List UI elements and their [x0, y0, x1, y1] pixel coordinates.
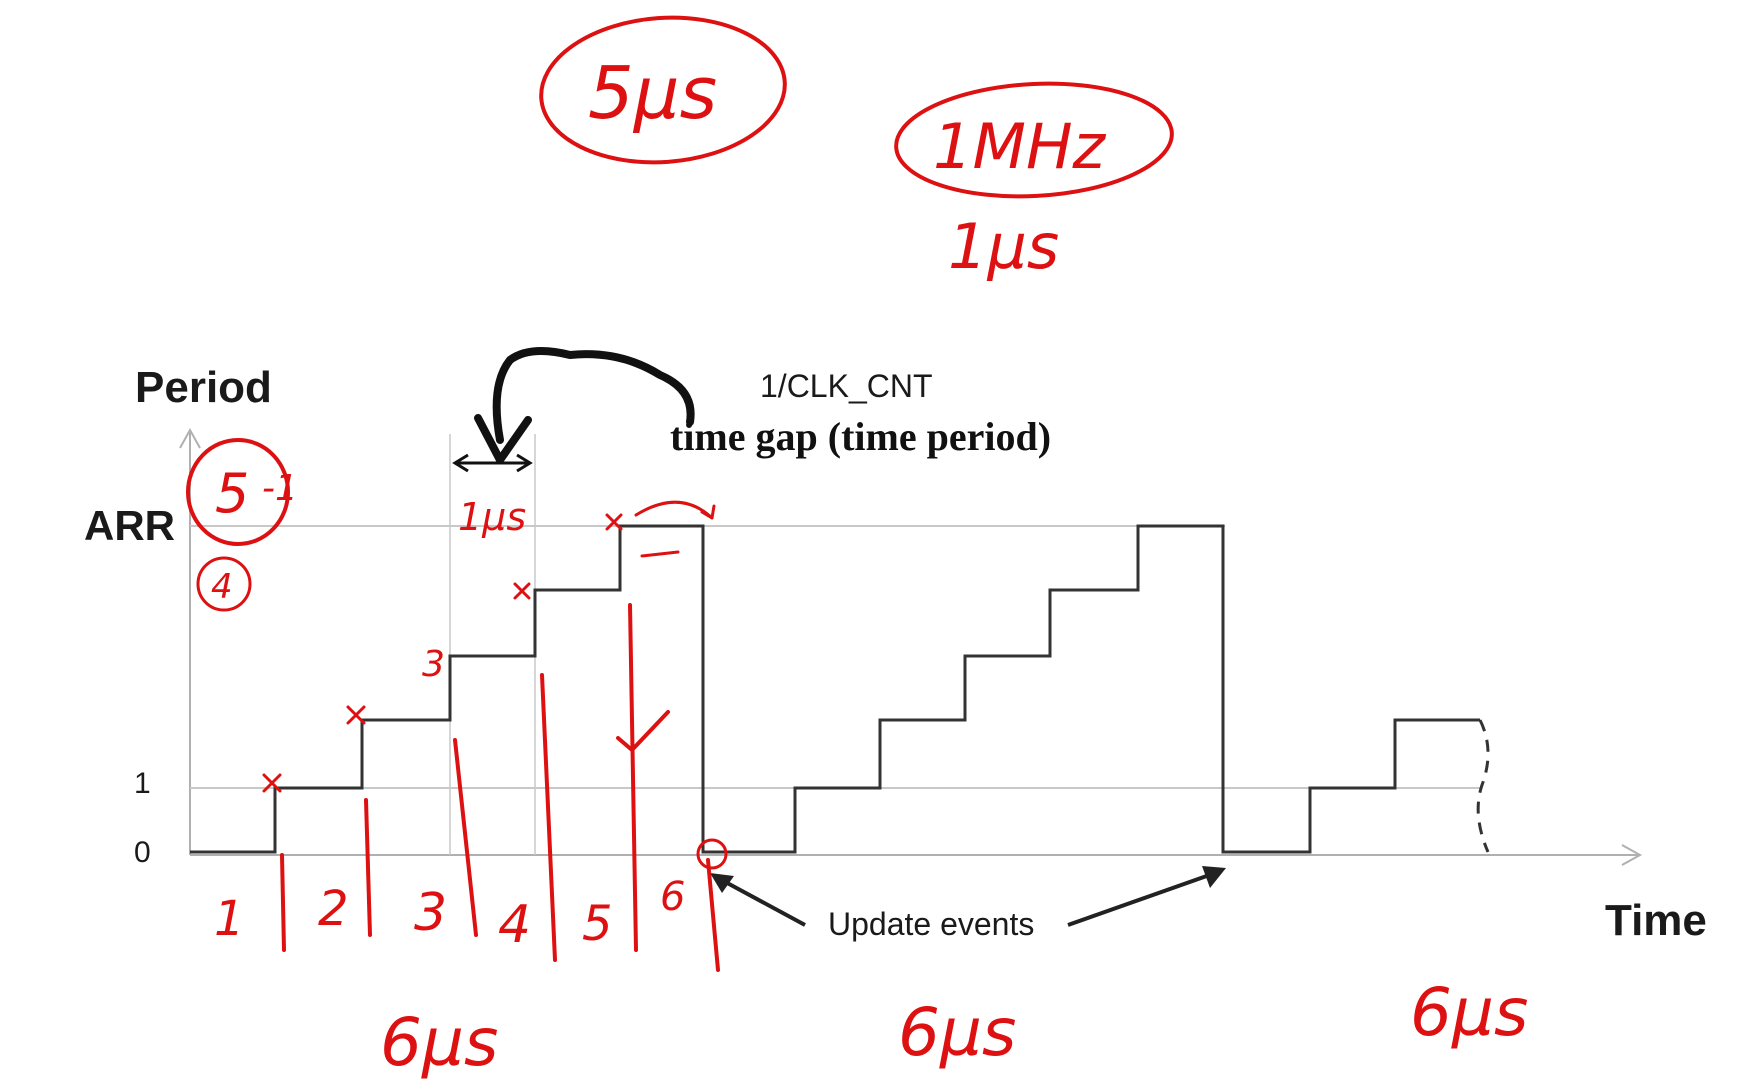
interval-number: 2 [318, 881, 349, 937]
interval-divider [453, 738, 478, 937]
period-note-3: 6µs [1410, 974, 1528, 1051]
four-circle [196, 556, 252, 612]
axes [179, 427, 1643, 866]
top-left-note: 5µs [588, 51, 717, 135]
gap-width-note: 1µs [458, 495, 526, 539]
handwritten-annotations: 5µs 1MHz 1µs 1µs 5 -1 4 3 1 2 3 4 5 6 [186, 15, 1528, 1081]
interval-number: 5 [582, 896, 613, 952]
interval-divider [706, 858, 720, 972]
curved-arrow [492, 347, 695, 444]
continuation-dash [1476, 719, 1490, 853]
x-mark [605, 513, 623, 531]
interval-divider [540, 673, 557, 962]
top-right-note: 1MHz [933, 110, 1107, 183]
check-mark [616, 710, 670, 752]
below-right-note: 1µs [948, 210, 1059, 283]
top-left-circle [539, 15, 787, 165]
x-mark [346, 705, 366, 725]
interval-number: 4 [498, 895, 531, 955]
interval-number: 3 [414, 883, 447, 943]
x-mark [262, 773, 282, 793]
grid-lines [190, 434, 1480, 855]
circled-four-note: 4 [211, 567, 233, 607]
arr-sub-note: -1 [262, 468, 298, 509]
interval-number: 6 [660, 874, 685, 920]
zero-tick-label: 0 [134, 836, 151, 869]
interval-divider [364, 798, 372, 937]
period-note-2: 6µs [898, 994, 1016, 1071]
x-axis-label: Time [1605, 896, 1707, 945]
period-note-1: 6µs [380, 1004, 498, 1081]
update-arrows [710, 866, 1226, 927]
top-right-circle [894, 81, 1174, 199]
x-mark [513, 582, 531, 600]
interval-divider [280, 853, 286, 952]
arr-value-note: 5 [215, 462, 249, 525]
arc-arrow [634, 500, 716, 520]
curved-arrow-head [474, 414, 532, 464]
dash-mark [640, 550, 680, 558]
counter-staircase [190, 524, 1480, 854]
update-events-label: Update events [828, 906, 1034, 942]
interval-divider [628, 603, 638, 952]
interval-number: 1 [214, 891, 245, 947]
clk-label: 1/CLK_CNT [760, 368, 933, 404]
y-axis-label: Period [135, 363, 272, 412]
time-gap-dimension [452, 453, 533, 473]
step-marker-note: 3 [422, 644, 445, 685]
one-tick-label: 1 [134, 767, 151, 800]
arr-tick-label: ARR [84, 502, 175, 549]
update-event-circle [696, 838, 728, 870]
arr-circle [186, 438, 290, 546]
time-gap-label: time gap (time period) [670, 414, 1051, 459]
